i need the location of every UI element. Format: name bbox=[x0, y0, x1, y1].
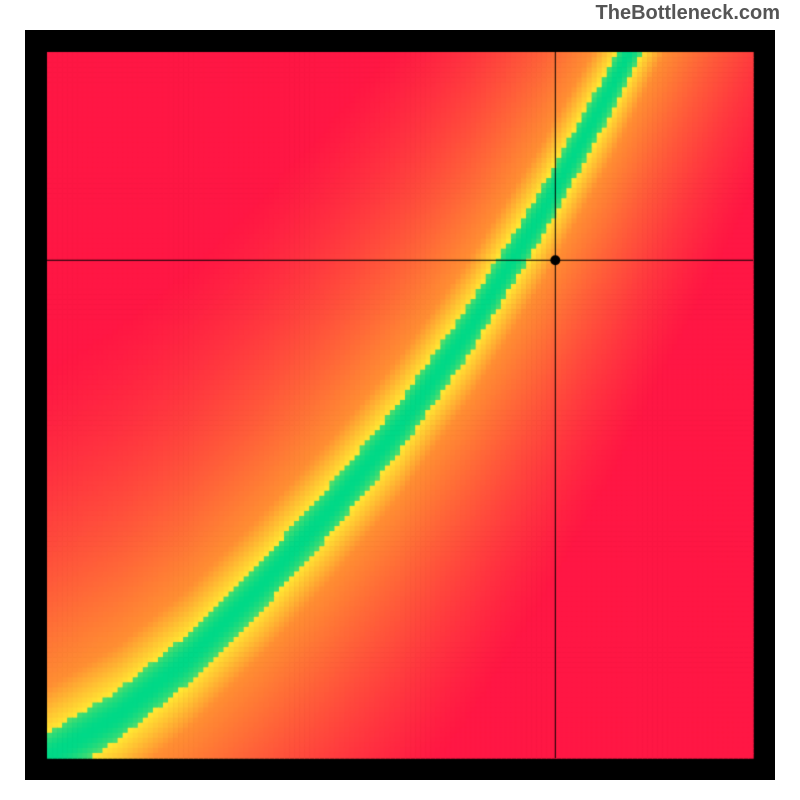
plot-frame bbox=[25, 30, 775, 780]
chart-container: TheBottleneck.com bbox=[0, 0, 800, 800]
attribution-text: TheBottleneck.com bbox=[596, 2, 780, 25]
heatmap-canvas bbox=[25, 30, 775, 780]
